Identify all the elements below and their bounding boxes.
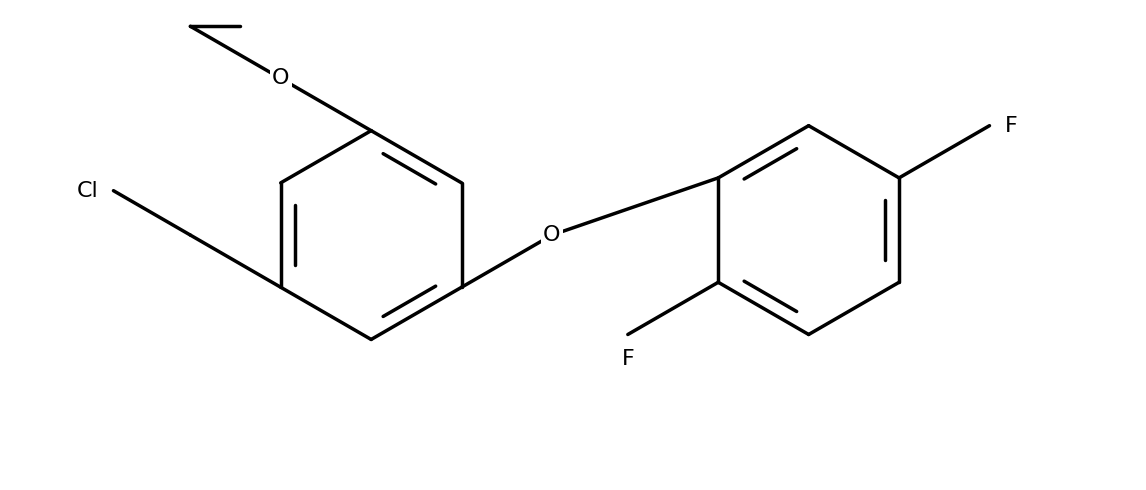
Text: Cl: Cl bbox=[77, 181, 99, 201]
Text: F: F bbox=[621, 349, 634, 369]
Text: F: F bbox=[1004, 116, 1018, 136]
Text: O: O bbox=[272, 69, 290, 89]
Text: O: O bbox=[543, 225, 560, 245]
